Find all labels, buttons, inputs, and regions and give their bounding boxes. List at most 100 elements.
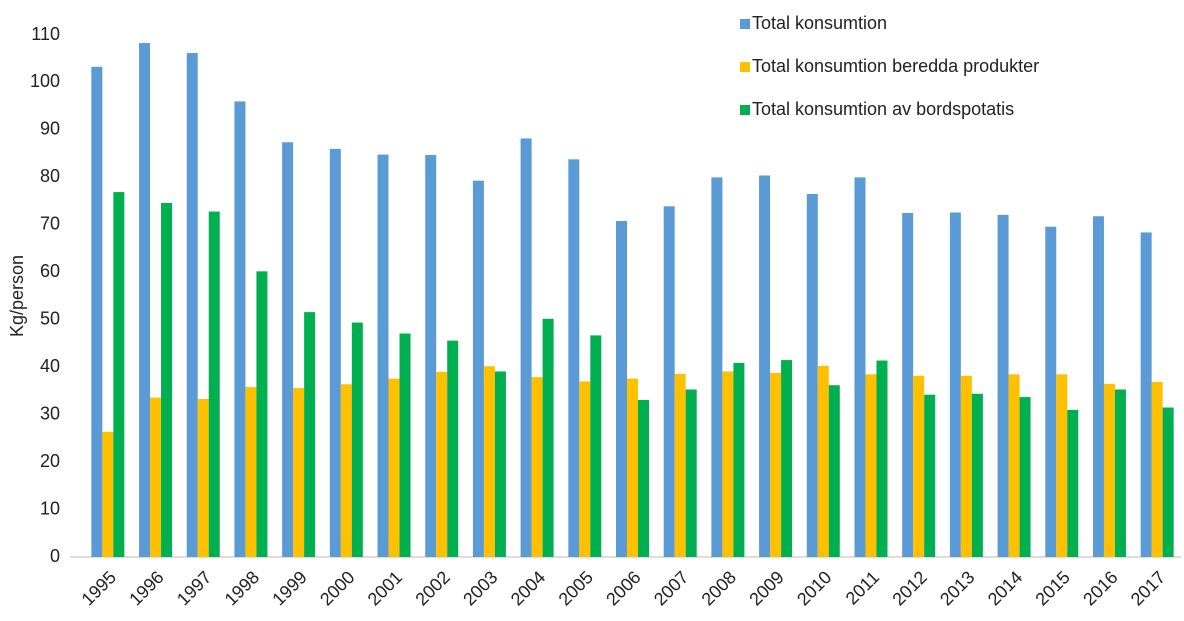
bar [949, 212, 961, 558]
x-tick-label: 1998 [221, 567, 263, 609]
bar [590, 335, 602, 557]
bar [1019, 397, 1031, 557]
bar [1114, 389, 1126, 557]
bar [425, 155, 437, 557]
y-tick-label: 100 [30, 71, 60, 91]
bar [770, 372, 782, 557]
y-tick-label: 0 [50, 546, 60, 566]
bar [638, 399, 649, 557]
y-tick-label: 40 [40, 356, 60, 376]
bar [256, 271, 268, 557]
bar [817, 365, 829, 557]
bar [245, 387, 257, 557]
bar [616, 221, 627, 557]
bar [388, 378, 400, 557]
y-tick-label: 30 [40, 403, 60, 423]
bar [781, 360, 793, 557]
bar [1056, 374, 1068, 557]
bar [1103, 383, 1115, 557]
x-tick-label: 2011 [842, 567, 884, 609]
bar [960, 375, 972, 557]
bar [733, 362, 745, 557]
bar [579, 381, 591, 557]
y-tick-label: 80 [40, 166, 60, 186]
x-tick-label: 1995 [78, 567, 120, 609]
bar [542, 318, 554, 557]
x-tick-label: 2006 [602, 567, 644, 609]
bar [436, 371, 448, 557]
bar [197, 398, 209, 557]
bar [663, 206, 675, 557]
y-tick-label: 50 [40, 308, 60, 328]
x-tick-label: 2013 [936, 567, 978, 609]
bar [139, 43, 151, 558]
bar [568, 159, 580, 557]
bar [447, 340, 459, 557]
bar [722, 371, 734, 557]
bar [759, 175, 771, 557]
bar [902, 212, 914, 558]
bar [102, 431, 114, 557]
x-tick-label: 1999 [268, 567, 310, 609]
bar [329, 148, 341, 557]
bar [483, 366, 495, 557]
bar [494, 371, 506, 557]
bar [186, 53, 198, 558]
x-tick-label: 2004 [507, 567, 549, 609]
bar [531, 377, 543, 557]
bar [377, 154, 389, 557]
x-tick-label: 2010 [793, 567, 835, 609]
x-tick-label: 1997 [173, 567, 215, 609]
bar [208, 211, 220, 557]
legend-swatch [740, 62, 750, 72]
bar [161, 202, 173, 558]
bar [627, 378, 638, 557]
bar [351, 322, 363, 557]
x-tick-label: 2008 [698, 567, 740, 609]
bar [399, 333, 411, 557]
bar [520, 138, 532, 557]
x-tick-label: 2007 [650, 567, 692, 609]
bar [472, 180, 484, 557]
bar [91, 66, 103, 557]
bar [854, 177, 866, 557]
bar [685, 389, 697, 557]
x-tick-label: 2015 [1031, 567, 1073, 609]
y-tick-label: 90 [40, 119, 60, 139]
bar [282, 142, 294, 558]
bar [865, 374, 877, 557]
bar [828, 385, 840, 557]
bar [674, 373, 686, 557]
x-tick-label: 1996 [125, 567, 167, 609]
x-tick-label: 2012 [888, 567, 930, 609]
x-tick-label: 2000 [316, 567, 358, 609]
legend-label: Total konsumtion [752, 13, 887, 33]
x-tick-label: 2016 [1079, 567, 1121, 609]
bar [711, 177, 723, 557]
bar [150, 397, 162, 557]
y-axis-label: Kg/person [7, 255, 27, 337]
bar [1008, 374, 1020, 557]
bar [971, 393, 983, 557]
bar [1162, 407, 1174, 557]
bar [1045, 226, 1057, 557]
x-tick-label: 2017 [1127, 567, 1169, 609]
x-tick-label: 2009 [745, 567, 787, 609]
bar [113, 192, 125, 558]
y-tick-label: 110 [31, 24, 60, 44]
bar [1092, 216, 1104, 557]
bar [913, 375, 925, 557]
legend-label: Total konsumtion av bordspotatis [752, 99, 1014, 119]
legend-label: Total konsumtion beredda produkter [752, 56, 1039, 76]
x-tick-label: 2001 [364, 567, 406, 609]
bar [997, 214, 1009, 557]
y-tick-label: 60 [40, 261, 60, 281]
x-tick-label: 2014 [984, 567, 1026, 609]
legend-swatch [740, 19, 750, 29]
bar [1151, 381, 1163, 557]
bar [806, 193, 818, 558]
bar [1140, 232, 1152, 558]
x-tick-label: 2002 [411, 567, 453, 609]
bar [304, 312, 316, 557]
y-tick-label: 70 [40, 214, 60, 234]
